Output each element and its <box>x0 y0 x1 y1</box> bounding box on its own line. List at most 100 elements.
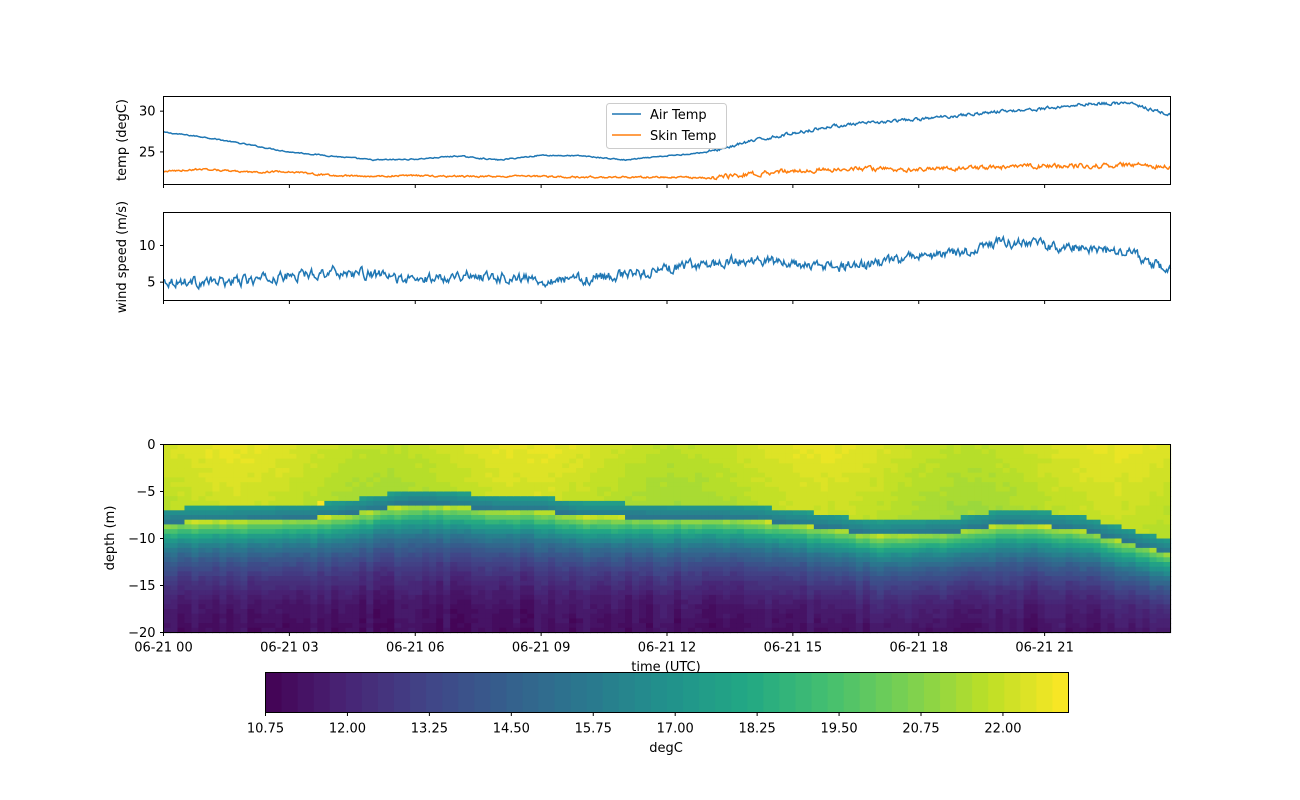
heatmap-cell <box>450 449 458 455</box>
heatmap-cell <box>401 510 409 516</box>
heatmap-cell <box>890 482 899 488</box>
heatmap-cell <box>680 562 689 568</box>
heatmap-cell <box>694 524 703 530</box>
heatmap-cell <box>834 618 843 624</box>
heatmap-cell <box>338 500 346 507</box>
heatmap-cell <box>743 566 752 572</box>
heatmap-cell <box>583 491 591 497</box>
heatmap-cell <box>212 623 221 629</box>
heatmap-cell <box>953 519 962 525</box>
heatmap-cell <box>296 552 304 558</box>
heatmap-cell <box>869 547 878 554</box>
heatmap-cell <box>408 623 416 629</box>
heatmap-cell <box>478 515 486 521</box>
heatmap-cell <box>694 571 703 577</box>
heatmap-cell <box>541 566 549 572</box>
heatmap-cell <box>394 609 402 615</box>
heatmap-cell <box>485 500 493 507</box>
heatmap-cell <box>492 496 500 502</box>
heatmap-cell <box>233 524 242 530</box>
heatmap-cell <box>646 580 654 587</box>
heatmap-cell <box>317 444 325 450</box>
heatmap-cell <box>268 463 276 469</box>
heatmap-cell <box>646 491 654 497</box>
heatmap-cell <box>694 482 703 488</box>
heatmap-cell <box>708 500 717 507</box>
heatmap-cell <box>827 510 836 516</box>
heatmap-cell <box>394 613 402 619</box>
heatmap-cell <box>387 604 395 610</box>
heatmap-cell <box>233 482 242 488</box>
heatmap-cell <box>443 486 451 493</box>
heatmap-cell <box>310 562 318 568</box>
heatmap-cell <box>352 576 360 582</box>
heatmap-cell <box>233 618 242 624</box>
heatmap-cell <box>792 613 801 619</box>
heatmap-cell <box>261 571 269 577</box>
heatmap-cell <box>1009 571 1018 577</box>
heatmap-cell <box>743 533 752 540</box>
heatmap-cell <box>450 547 458 554</box>
heatmap-cell <box>680 486 689 493</box>
heatmap-cell <box>422 543 430 549</box>
heatmap-cell <box>429 618 437 624</box>
heatmap-cell <box>932 585 941 591</box>
heatmap-cell <box>967 463 976 469</box>
heatmap-cell <box>366 599 374 605</box>
heatmap-cell <box>890 627 899 634</box>
heatmap-cell <box>492 557 500 563</box>
heatmap-cell <box>247 463 256 469</box>
heatmap-cell <box>254 472 262 478</box>
heatmap-cell <box>233 449 242 455</box>
heatmap-cell <box>778 566 787 572</box>
heatmap-cell <box>813 529 822 535</box>
heatmap-cell <box>513 510 521 516</box>
heatmap-cell <box>1016 524 1025 530</box>
heatmap-cell <box>541 543 549 549</box>
heatmap-cell <box>855 599 864 605</box>
heatmap-cell <box>715 444 724 450</box>
heatmap-cell <box>562 505 570 511</box>
heatmap-cell <box>890 604 899 610</box>
heatmap-cell <box>1023 482 1032 488</box>
heatmap-cell <box>680 590 689 596</box>
heatmap-cell <box>653 576 661 582</box>
heatmap-cell <box>757 468 766 474</box>
heatmap-cell <box>177 613 186 619</box>
heatmap-cell <box>331 604 339 610</box>
heatmap-cell <box>450 543 458 549</box>
heatmap-cell <box>198 524 207 530</box>
heatmap-cell <box>212 576 221 582</box>
heatmap-cell <box>226 557 235 563</box>
heatmap-cell <box>939 496 948 502</box>
heatmap-cell <box>960 594 969 601</box>
heatmap-cell <box>918 609 927 615</box>
heatmap-cell <box>485 486 493 493</box>
heatmap-cell <box>834 538 843 544</box>
heatmap-cell <box>296 515 304 521</box>
heatmap-cell <box>618 538 626 544</box>
heatmap-cell <box>876 590 885 596</box>
heatmap-cell <box>541 571 549 577</box>
heatmap-cell <box>429 576 437 582</box>
heatmap-cell <box>687 580 696 587</box>
heatmap-cell <box>324 477 332 483</box>
heatmap-cell <box>1023 529 1032 535</box>
heatmap-cell <box>450 458 458 464</box>
heatmap-cell <box>422 486 430 493</box>
heatmap-cell <box>911 618 920 624</box>
heatmap-cell <box>485 604 493 610</box>
heatmap-cell <box>820 571 829 577</box>
heatmap-cell <box>904 444 913 450</box>
heatmap-cell <box>680 576 689 582</box>
heatmap-cell <box>352 500 360 507</box>
heatmap-cell <box>401 557 409 563</box>
heatmap-cell <box>282 562 290 568</box>
heatmap-cell <box>324 552 332 558</box>
heatmap-cell <box>576 515 584 521</box>
heatmap-cell <box>855 491 864 497</box>
heatmap-cell <box>527 453 535 460</box>
heatmap-cell <box>296 468 304 474</box>
heatmap-cell <box>191 468 200 474</box>
heatmap-cell <box>338 576 346 582</box>
